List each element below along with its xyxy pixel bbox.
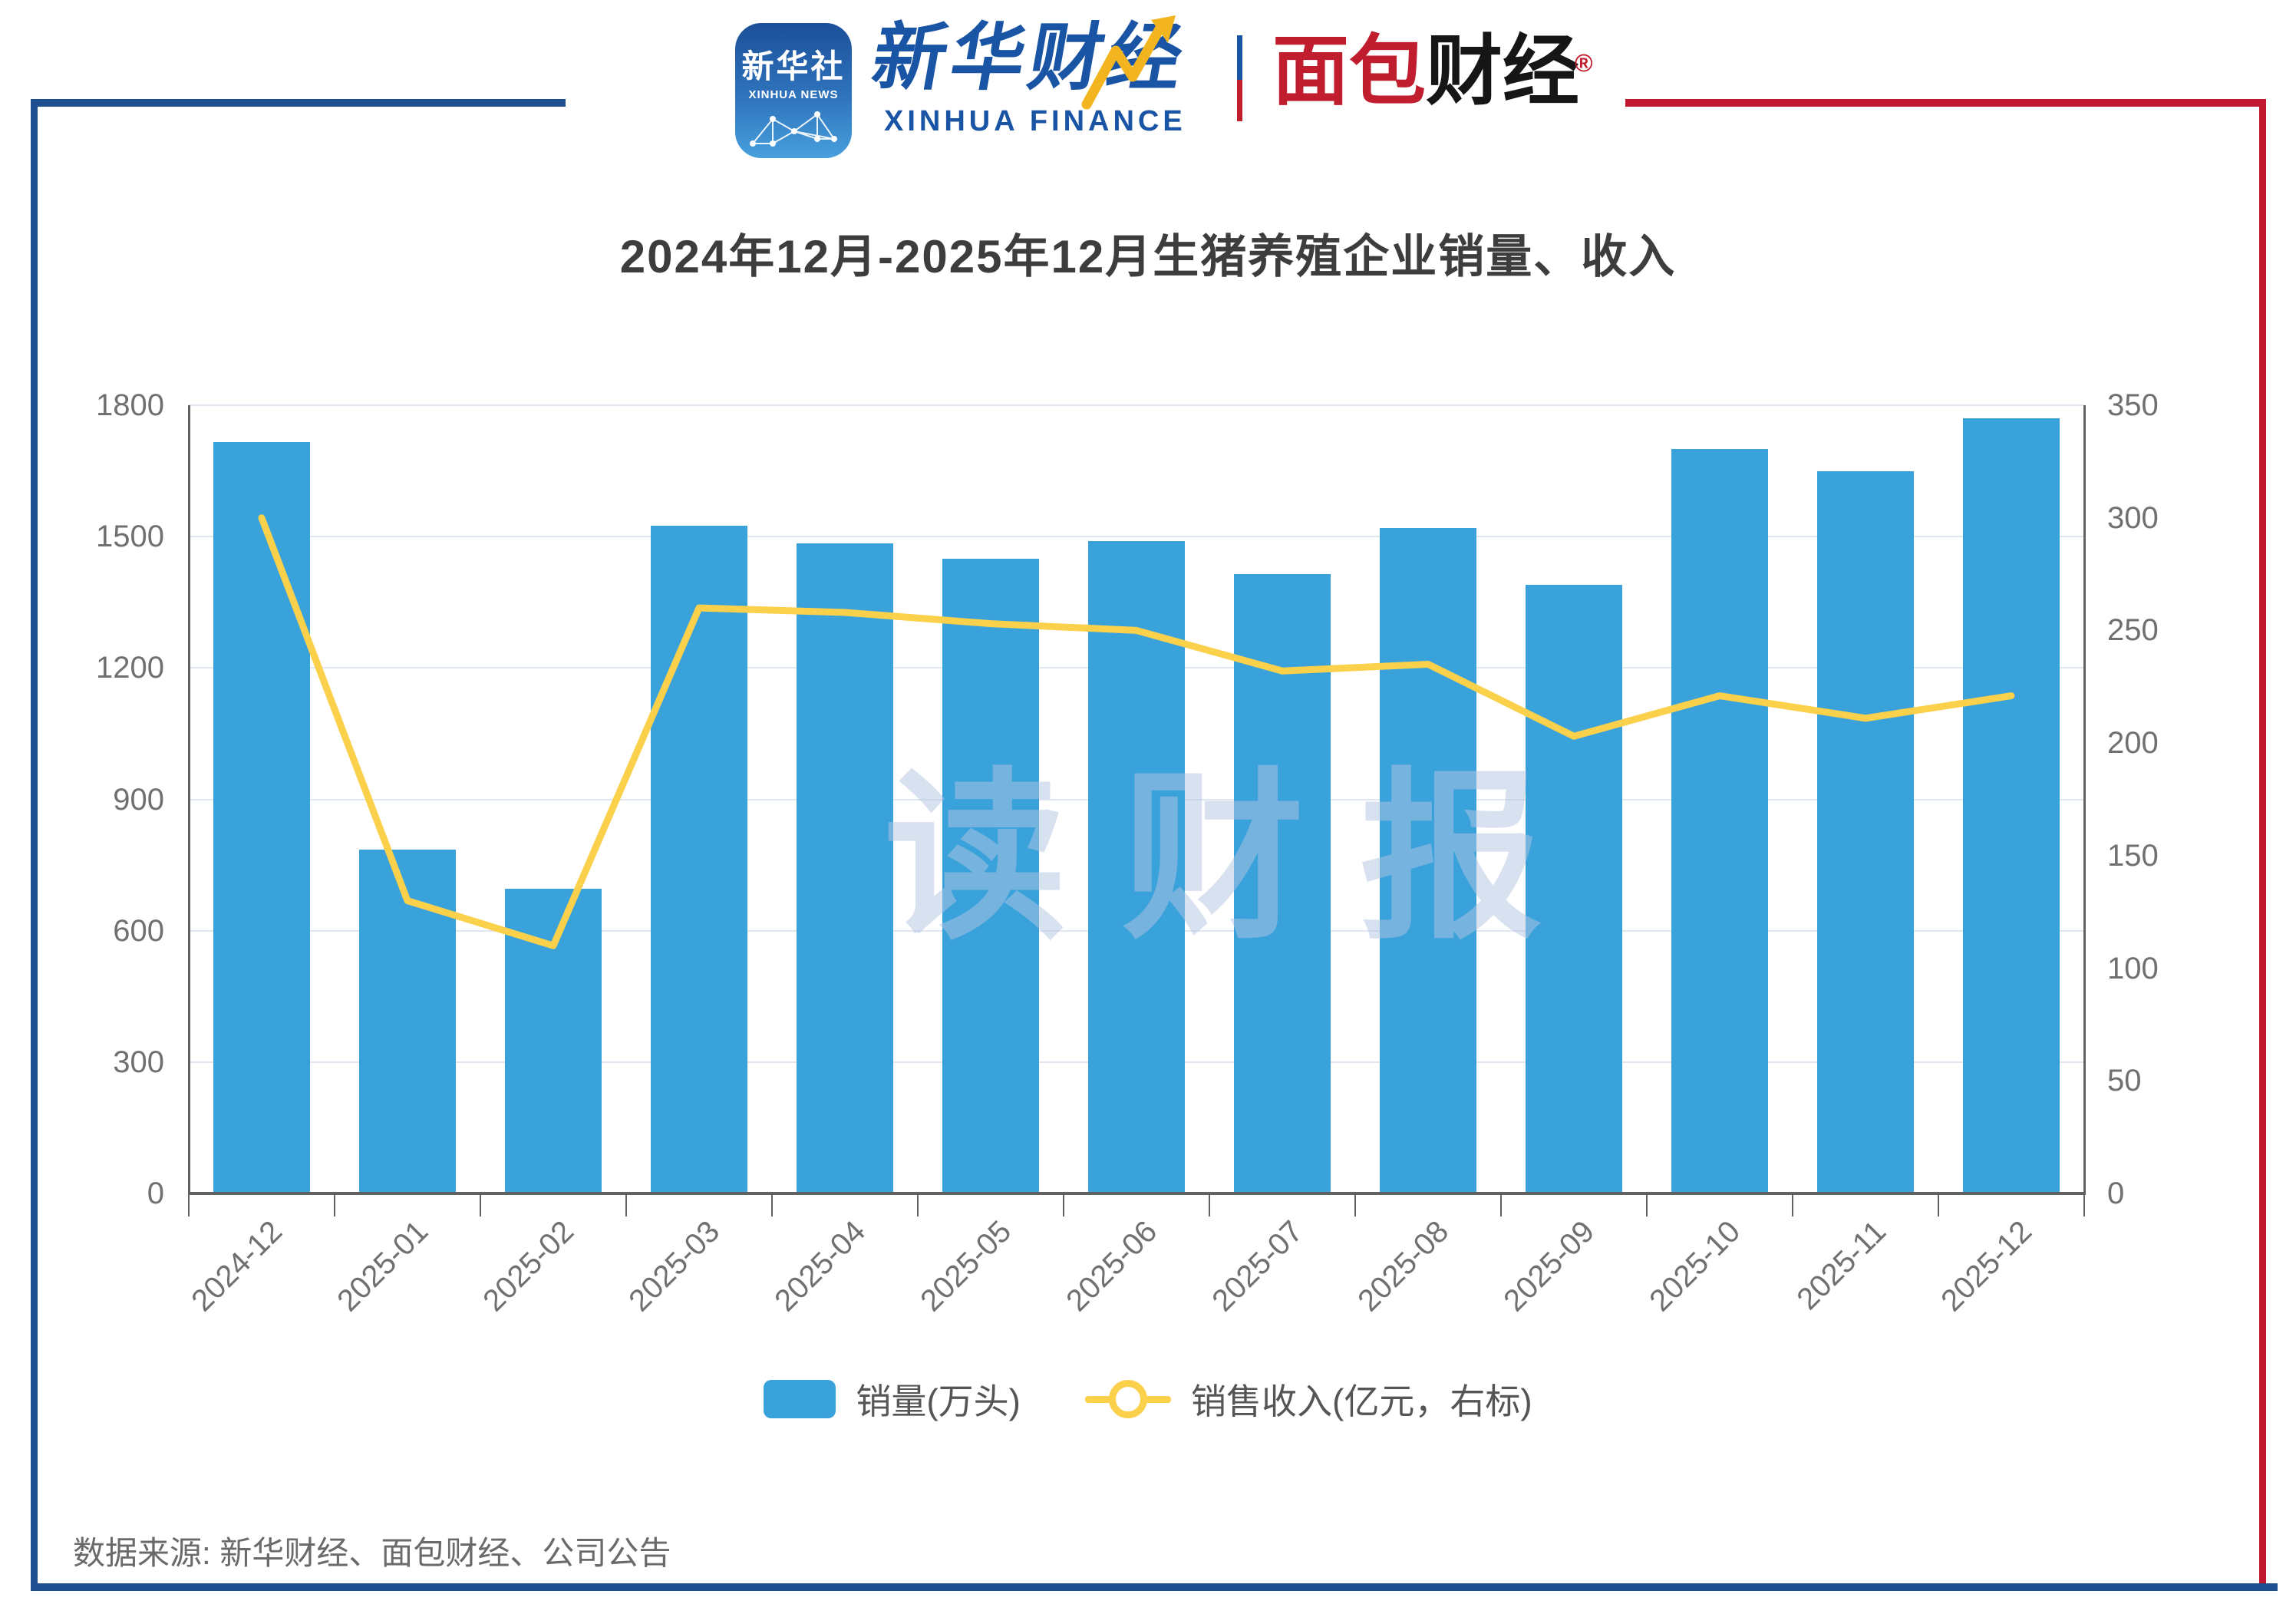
bar-2025-02[interactable]	[505, 889, 602, 1193]
x-axis-tick-0	[188, 1195, 190, 1216]
bar-2025-03[interactable]	[651, 525, 747, 1193]
legend-sales-label: 销量(万头)	[856, 1381, 1021, 1421]
watermark: 读财报	[884, 757, 1598, 960]
xinhua-news-logo-en: XINHUA NEWS	[748, 88, 839, 101]
right-axis-label-300: 300	[2107, 500, 2159, 535]
x-axis-tick-10	[1646, 1195, 1648, 1216]
right-axis-label-200: 200	[2107, 726, 2159, 761]
right-axis-label-0: 0	[2107, 1177, 2125, 1210]
bar-2025-04[interactable]	[797, 543, 893, 1193]
left-axis-label-300: 300	[113, 1045, 164, 1079]
chart-legend: 销量(万头) 销售收入(亿元，右标)	[0, 1374, 2296, 1424]
bread-finance-logo: 面包财经®	[1272, 29, 1593, 114]
x-axis-label-2025-08: 2025-08	[1351, 1214, 1456, 1319]
left-axis-label-1500: 1500	[96, 520, 164, 554]
x-axis-tick-5	[917, 1195, 919, 1216]
legend-item-sales[interactable]: 销量(万头)	[764, 1374, 1021, 1424]
x-axis-label-2025-11: 2025-11	[1790, 1214, 1893, 1317]
left-axis-label-900: 900	[113, 782, 164, 817]
frame-top-left-blue	[31, 99, 566, 107]
bar-2025-01[interactable]	[359, 850, 456, 1193]
left-axis-label-1200: 1200	[96, 651, 164, 685]
logo-divider	[1237, 35, 1242, 121]
bar-2024-12[interactable]	[213, 442, 310, 1193]
bar-2025-10[interactable]	[1671, 449, 1768, 1193]
chart-title: 2024年12月-2025年12月生猪养殖企业销量、收入	[619, 231, 1677, 282]
legend-item-revenue[interactable]: 销售收入(亿元，右标)	[1085, 1374, 1532, 1424]
x-axis-tick-7	[1209, 1195, 1210, 1216]
x-axis-line	[188, 1192, 2086, 1195]
x-axis-tick-6	[1063, 1195, 1064, 1216]
frame-bottom-blue	[31, 1583, 2278, 1591]
bar-2025-11[interactable]	[1817, 470, 1914, 1193]
bar-2025-12[interactable]	[1963, 418, 2060, 1193]
x-axis-tick-13	[2083, 1195, 2085, 1216]
left-y-axis-line	[188, 405, 190, 1193]
x-axis-label-2025-04: 2025-04	[768, 1214, 873, 1319]
sales-swatch-icon	[764, 1380, 836, 1418]
x-axis-label-2025-07: 2025-07	[1206, 1214, 1310, 1319]
x-axis-tick-12	[1938, 1195, 1939, 1216]
xinhua-news-logo: 新华社 XINHUA NEWS	[735, 23, 852, 158]
x-axis-label-2025-03: 2025-03	[622, 1214, 727, 1319]
xinhua-finance-logo-en: XINHUA FINANCE	[884, 104, 1186, 137]
x-axis-label-2025-10: 2025-10	[1643, 1214, 1747, 1319]
frame-top-right-red	[1625, 99, 2266, 107]
gridline-1500	[189, 536, 2084, 538]
x-axis-label-2025-09: 2025-09	[1497, 1214, 1602, 1319]
right-axis-label-100: 100	[2107, 951, 2159, 985]
frame-right-red	[2259, 99, 2266, 1583]
x-axis-label-2024-12: 2024-12	[185, 1214, 289, 1319]
frame-left-blue	[31, 99, 38, 1591]
xinhua-news-logo-cn: 新华社	[741, 48, 846, 84]
x-axis-tick-8	[1354, 1195, 1356, 1216]
x-axis-tick-9	[1500, 1195, 1502, 1216]
x-axis-label-2025-06: 2025-06	[1060, 1214, 1164, 1319]
x-axis-label-2025-05: 2025-05	[914, 1214, 1018, 1319]
right-axis-label-150: 150	[2107, 838, 2159, 873]
right-axis-label-250: 250	[2107, 613, 2159, 648]
right-axis-label-350: 350	[2107, 388, 2159, 422]
x-axis-tick-4	[771, 1195, 773, 1216]
right-axis-label-50: 50	[2107, 1064, 2142, 1098]
x-axis-tick-1	[334, 1195, 335, 1216]
data-source-note: 数据来源: 新华财经、面包财经、公司公告	[73, 1535, 671, 1571]
x-axis-label-2025-12: 2025-12	[1935, 1214, 2039, 1319]
x-axis-label-2025-01: 2025-01	[331, 1214, 435, 1319]
x-axis-tick-3	[625, 1195, 627, 1216]
constellation-icon	[750, 111, 837, 147]
gridline-1800	[189, 404, 2084, 406]
right-y-axis-line	[2083, 405, 2086, 1193]
left-axis-label-0: 0	[147, 1177, 164, 1210]
x-axis-label-2025-02: 2025-02	[477, 1214, 581, 1319]
left-axis-label-600: 600	[113, 913, 164, 948]
bread-finance-logo-black: 财经	[1426, 28, 1579, 114]
x-axis-tick-2	[480, 1195, 481, 1216]
bread-finance-logo-red: 面包	[1272, 28, 1426, 114]
revenue-line-marker-icon	[1085, 1379, 1171, 1419]
registered-mark-icon: ®	[1575, 48, 1593, 77]
legend-revenue-label: 销售收入(亿元，右标)	[1191, 1381, 1532, 1421]
x-axis-tick-11	[1792, 1195, 1793, 1216]
left-axis-label-1800: 1800	[96, 388, 164, 422]
